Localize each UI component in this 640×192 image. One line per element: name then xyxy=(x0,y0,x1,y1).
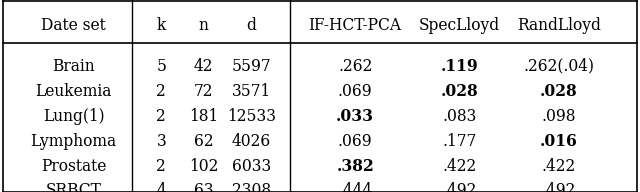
Text: .492: .492 xyxy=(541,182,576,192)
Text: 63: 63 xyxy=(194,182,213,192)
Text: 2308: 2308 xyxy=(232,182,271,192)
Text: .098: .098 xyxy=(541,108,576,125)
Text: .119: .119 xyxy=(441,58,478,75)
Text: .069: .069 xyxy=(338,133,372,150)
Text: .262(.04): .262(.04) xyxy=(524,58,594,75)
Text: Lung(1): Lung(1) xyxy=(43,108,104,125)
Text: 4026: 4026 xyxy=(232,133,271,150)
Text: 2: 2 xyxy=(156,108,166,125)
Text: 2: 2 xyxy=(156,158,166,175)
Text: d: d xyxy=(246,17,257,34)
Text: .028: .028 xyxy=(441,83,478,100)
Text: n: n xyxy=(198,17,209,34)
Text: k: k xyxy=(157,17,166,34)
Text: .033: .033 xyxy=(336,108,374,125)
Text: .028: .028 xyxy=(540,83,577,100)
Text: 3571: 3571 xyxy=(232,83,271,100)
Text: 62: 62 xyxy=(194,133,213,150)
Text: 4: 4 xyxy=(156,182,166,192)
Text: 5597: 5597 xyxy=(232,58,271,75)
Text: 5: 5 xyxy=(156,58,166,75)
Text: Prostate: Prostate xyxy=(41,158,106,175)
Text: Leukemia: Leukemia xyxy=(35,83,112,100)
Text: 42: 42 xyxy=(194,58,213,75)
Text: .382: .382 xyxy=(337,158,374,175)
Text: Brain: Brain xyxy=(52,58,95,75)
Text: Lymphoma: Lymphoma xyxy=(31,133,116,150)
Text: .083: .083 xyxy=(442,108,477,125)
Text: 72: 72 xyxy=(194,83,213,100)
Text: SRBCT: SRBCT xyxy=(45,182,102,192)
Text: 102: 102 xyxy=(189,158,218,175)
Text: .422: .422 xyxy=(541,158,576,175)
Text: .422: .422 xyxy=(442,158,477,175)
Text: 181: 181 xyxy=(189,108,218,125)
Text: .016: .016 xyxy=(540,133,578,150)
Text: .069: .069 xyxy=(338,83,372,100)
Text: Date set: Date set xyxy=(41,17,106,34)
Text: 3: 3 xyxy=(156,133,166,150)
Text: .262: .262 xyxy=(338,58,372,75)
Text: SpecLloyd: SpecLloyd xyxy=(419,17,500,34)
Text: .492: .492 xyxy=(442,182,477,192)
Text: 2: 2 xyxy=(156,83,166,100)
Text: 12533: 12533 xyxy=(227,108,276,125)
Text: .444: .444 xyxy=(338,182,372,192)
Text: IF-HCT-PCA: IF-HCT-PCA xyxy=(308,17,402,34)
Text: RandLloyd: RandLloyd xyxy=(516,17,601,34)
Text: 6033: 6033 xyxy=(232,158,271,175)
Text: .177: .177 xyxy=(442,133,477,150)
